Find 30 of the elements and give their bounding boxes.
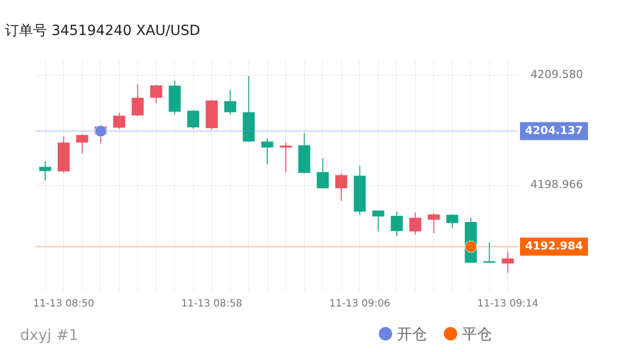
candlestick bbox=[187, 110, 200, 130]
y-tick-label: 4209.580 bbox=[530, 68, 583, 82]
x-tick-label: 11-13 08:58 bbox=[181, 298, 242, 310]
candlestick bbox=[224, 89, 236, 115]
candlestick bbox=[335, 172, 348, 202]
legend-label: 平仓 bbox=[462, 324, 492, 343]
candlestick bbox=[316, 158, 329, 189]
candlestick bbox=[409, 212, 422, 236]
x-tick-label: 11-13 09:14 bbox=[477, 298, 538, 310]
candlestick bbox=[150, 84, 162, 104]
candlestick bbox=[428, 212, 440, 234]
y-tick-label: 4198.966 bbox=[530, 178, 583, 192]
candlestick bbox=[39, 160, 52, 182]
candlestick bbox=[76, 134, 88, 154]
candlestick bbox=[483, 242, 496, 264]
x-tick-label: 11-13 09:06 bbox=[329, 298, 390, 310]
candlestick bbox=[446, 214, 458, 229]
text: dxyj #1 bbox=[20, 326, 78, 344]
candlestick bbox=[502, 251, 514, 274]
candlestick bbox=[132, 84, 144, 116]
x-tick-label: 11-13 08:50 bbox=[33, 298, 94, 310]
ref-line-label: 4192.984 bbox=[525, 240, 584, 253]
ref-line-label: 4204.137 bbox=[525, 124, 583, 138]
chart-title: 订单号 345194240 XAU/USD bbox=[5, 23, 200, 39]
candlestick bbox=[113, 112, 126, 130]
candlestick bbox=[390, 211, 403, 237]
candlestick bbox=[261, 138, 274, 165]
candlestick bbox=[372, 210, 384, 232]
legend-label: 开仓 bbox=[397, 324, 427, 343]
candlestick bbox=[280, 142, 292, 173]
